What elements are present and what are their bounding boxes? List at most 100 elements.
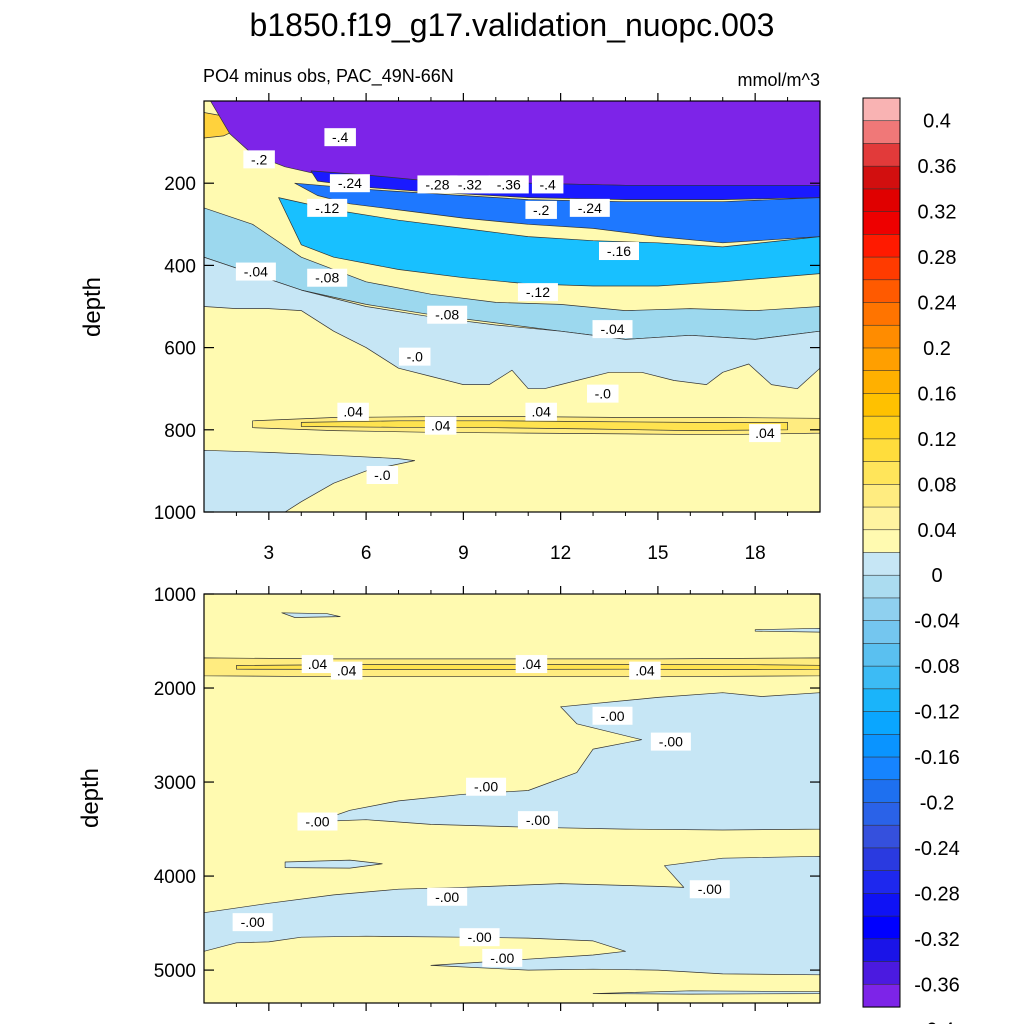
colorbar-swatch (862, 665, 901, 690)
upper-y-tick-label: 200 (164, 174, 196, 195)
lower-contour-label: .04 (308, 656, 328, 672)
colorbar-level-label: -0.36 (914, 974, 960, 996)
colorbar-level-label: 0.2 (923, 338, 951, 360)
upper-x-tick-label: 9 (458, 543, 469, 564)
colorbar-swatch (862, 961, 901, 985)
lower-region-small-blue-4000 (284, 859, 383, 869)
lower-contour-label: -.00 (490, 950, 514, 966)
upper-contour-label-bg (417, 175, 458, 194)
colorbar-swatch (862, 188, 901, 213)
chart-title: b1850.f19_g17.validation_nuopc.003 (250, 7, 775, 43)
upper-contour-label-bg (398, 347, 431, 366)
upper-contour-label: .04 (431, 418, 451, 434)
lower-contour-label: -.00 (241, 914, 265, 930)
upper-contour-label-bg (592, 320, 633, 339)
upper-contour-label-bg (488, 175, 529, 194)
lower-contour-label: -.00 (698, 881, 722, 897)
upper-contour-label: .04 (343, 404, 363, 420)
upper-contour-label: -.24 (338, 175, 362, 191)
colorbar-swatch (862, 461, 901, 485)
upper-contour-label-bg (307, 198, 348, 217)
lower-contour-label: .04 (337, 663, 357, 679)
colorbar-level-label: 0.24 (918, 293, 957, 315)
lower-contour-labels: .04 .04 .04 .04 -.00 -.00 -.00 -.00 -.00 -.00 -.00… (232, 655, 730, 967)
upper-contour-labels: -.4 -.2 -.24 -.28 -.32 -.36 -.4 -.12 -.2 -.24 -.16… (235, 128, 781, 485)
lower-contour-label-bg (650, 732, 691, 751)
upper-contour-label: .04 (755, 425, 775, 441)
colorbar-swatch (862, 643, 901, 667)
colorbar-level-label: 0.16 (918, 383, 957, 405)
colorbar-swatch (862, 574, 901, 599)
lower-y-tick-label: 1000 (154, 585, 196, 606)
upper-contour-label-bg (427, 305, 468, 324)
units-label: mmol/m^3 (738, 70, 820, 90)
upper-contour-label-bg (235, 262, 276, 281)
upper-y-tick-label: 400 (164, 256, 196, 277)
upper-y-tick-label: 600 (164, 339, 196, 360)
upper-x-tick-label: 6 (361, 543, 372, 564)
colorbar-swatch (862, 597, 901, 622)
upper-contour-label: -.04 (600, 321, 624, 337)
upper-x-tick-label: 18 (745, 543, 766, 564)
lower-contour-label-bg (517, 811, 558, 830)
lower-contour-label: -.00 (526, 812, 550, 828)
upper-x-tick-label: 3 (264, 543, 275, 564)
lower-contour-label: -.00 (305, 814, 329, 830)
upper-contour-label: -.4 (332, 129, 349, 145)
upper-contour-label-bg (569, 198, 610, 217)
lower-contour-label: .04 (635, 663, 655, 679)
upper-region-pale-blue-deep (204, 449, 416, 512)
upper-contour-label: -.04 (244, 264, 268, 280)
colorbar-level-label: 0.36 (918, 156, 957, 178)
colorbar-swatch (862, 279, 901, 304)
lower-contour-label-bg (466, 777, 507, 796)
upper-contour-label: -.28 (425, 176, 449, 192)
lower-region-thin-blue-top (754, 627, 820, 633)
colorbar-swatch (862, 143, 901, 167)
colorbar-frame (862, 97, 901, 1008)
lower-y-tick-label: 5000 (154, 961, 196, 982)
upper-contour-label-bg (307, 268, 348, 287)
colorbar-swatch (862, 620, 901, 644)
upper-contour-label-bg (517, 283, 558, 302)
lower-region-deep-blue-region (204, 855, 820, 976)
upper-plot-frame (203, 100, 821, 513)
upper-contour-label-bg (424, 416, 457, 435)
lower-contour-label-bg (232, 913, 273, 932)
lower-plot-frame (203, 593, 821, 1004)
upper-contour-label: -.4 (539, 176, 556, 192)
lower-contour-label: -.00 (600, 708, 624, 724)
upper-x-tick-label: 12 (550, 543, 571, 564)
upper-contour-label: .04 (531, 404, 551, 420)
lower-contour-label-bg (482, 948, 523, 967)
colorbar-level-label: 0.32 (918, 202, 957, 224)
colorbar-swatch (862, 256, 901, 281)
lower-contour-label: -.00 (474, 779, 498, 795)
colorbar-level-label: -0.04 (914, 611, 960, 633)
colorbar-swatch (862, 802, 901, 826)
lower-contour-label-bg (297, 812, 338, 831)
colorbar-swatch (862, 415, 901, 440)
colorbar-swatch (862, 779, 901, 804)
colorbar-swatch (862, 847, 901, 872)
colorbar-swatch (862, 688, 901, 713)
lower-contour-label: -.00 (435, 889, 459, 905)
colorbar-swatch (862, 234, 901, 258)
upper-y-axis-label: depth (79, 277, 106, 337)
upper-region-yellow-band-04-b (300, 420, 788, 431)
upper-contour-label-bg (324, 128, 356, 147)
colorbar-level-label: 0.28 (918, 247, 957, 269)
upper-contour-label-bg (525, 402, 557, 421)
colorbar-swatch (862, 97, 901, 122)
upper-contour-label-bg (337, 402, 369, 421)
lower-y-tick-label: 2000 (154, 679, 196, 700)
upper-contour-label-bg (531, 175, 564, 194)
lower-region-bottom-blue-strip (592, 990, 820, 995)
lower-region-mid-blue-region (317, 692, 820, 831)
colorbar-level-label: -0.32 (914, 929, 960, 951)
colorbar-swatch (862, 756, 901, 781)
colorbar-level-label: 0 (931, 565, 942, 587)
